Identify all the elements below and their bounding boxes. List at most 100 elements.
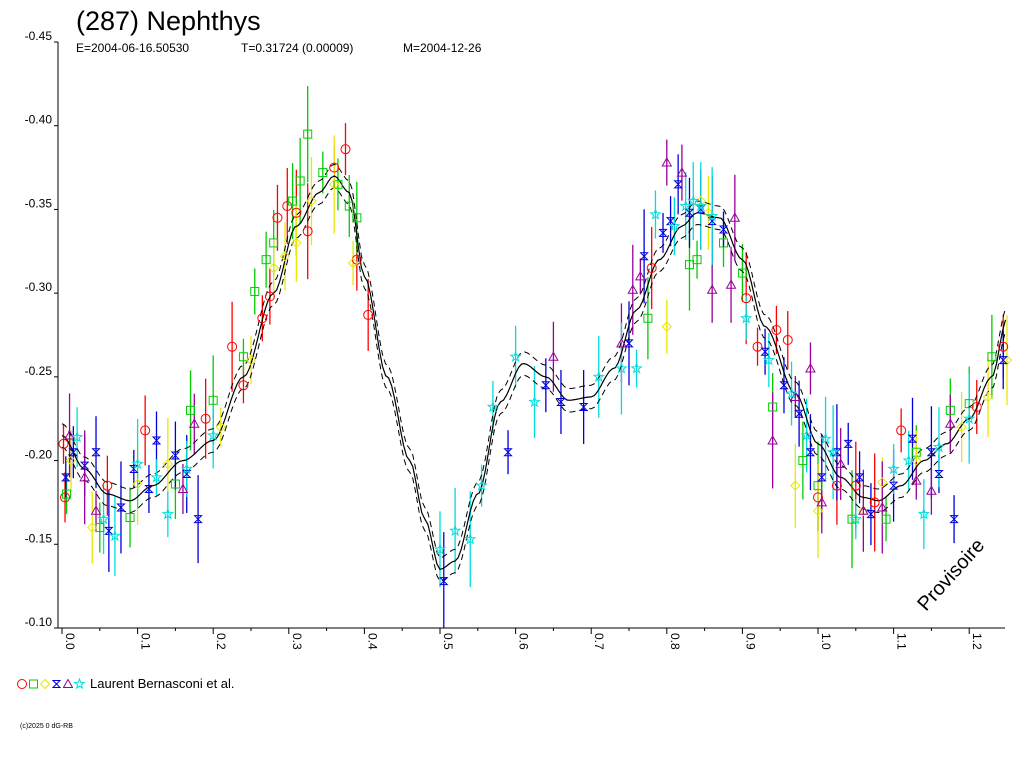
- data-point-circle: [291, 207, 302, 218]
- data-point-star: [819, 432, 832, 445]
- data-point-hourglass: [170, 451, 181, 460]
- data-point-hourglass: [817, 473, 827, 482]
- data-point-square: [269, 238, 279, 248]
- data-point-hourglass: [684, 208, 695, 217]
- data-point-triangle: [177, 483, 189, 494]
- data-point-star: [902, 454, 915, 466]
- data-point-triangle: [79, 471, 91, 482]
- data-point-triangle: [876, 501, 888, 512]
- data-point-star: [615, 362, 628, 374]
- legend-marker-hourglass: [51, 680, 62, 688]
- data-point-triangle: [910, 475, 922, 485]
- data-point-square: [768, 402, 778, 412]
- data-point-diamond: [790, 480, 801, 491]
- data-point-star: [694, 199, 708, 212]
- data-point-square: [964, 399, 974, 409]
- data-point-star: [108, 529, 122, 542]
- copyright-note: (c)2025 0 dG-RB: [20, 723, 73, 730]
- x-tick-label: 0.8: [668, 633, 682, 650]
- data-point-star: [687, 194, 700, 207]
- data-point-hourglass: [665, 217, 676, 226]
- data-point-triangle: [816, 496, 828, 507]
- x-tick-label: 0.2: [214, 633, 228, 650]
- data-point-hourglass: [639, 252, 649, 261]
- x-tick-label: 0.0: [63, 633, 77, 650]
- data-point-star: [649, 208, 662, 220]
- data-point-hourglass: [151, 436, 162, 445]
- data-point-star: [592, 370, 605, 383]
- x-tick-label: 0.7: [592, 633, 606, 650]
- data-point-circle: [264, 291, 275, 302]
- data-point-star: [150, 470, 163, 483]
- chart-title: (287) Nephthys: [76, 6, 261, 36]
- data-point-star: [475, 479, 488, 491]
- data-point-star: [826, 445, 840, 458]
- data-point-hourglass: [832, 448, 842, 457]
- data-point-hourglass: [707, 217, 717, 226]
- data-point-square: [798, 456, 808, 466]
- y-tick-label: -0.15: [25, 531, 53, 545]
- data-point-triangle: [616, 337, 627, 348]
- data-point-triangle: [706, 284, 718, 294]
- data-point-circle: [363, 309, 374, 320]
- data-point-square: [945, 405, 955, 415]
- data-point-star: [739, 311, 753, 324]
- data-point-star: [71, 430, 84, 443]
- plot-frame: [57, 42, 1005, 629]
- subtitle-mid-date: M=2004-12-26: [403, 41, 482, 55]
- data-point-square: [95, 523, 105, 533]
- data-point-square: [643, 313, 653, 323]
- data-point-circle: [227, 341, 238, 352]
- data-point-hourglass: [854, 473, 865, 482]
- y-tick-label: -0.30: [25, 280, 53, 294]
- data-point-star: [706, 209, 719, 222]
- data-point-square: [692, 255, 702, 265]
- data-point-circle: [60, 492, 71, 503]
- data-point-square: [288, 196, 298, 206]
- data-point-diamond: [877, 477, 888, 488]
- data-point-star: [679, 199, 692, 212]
- data-point-triangle: [767, 434, 778, 445]
- data-point-triangle: [661, 157, 673, 167]
- error-bars: [62, 86, 1008, 628]
- data-point-circle: [102, 480, 113, 491]
- data-point-star: [433, 542, 447, 555]
- data-point-square: [295, 176, 305, 186]
- data-point-star: [161, 507, 174, 520]
- data-point-star: [668, 219, 681, 232]
- data-point-hourglass: [144, 485, 154, 494]
- y-tick-label: -0.40: [25, 113, 53, 127]
- data-point-hourglass: [888, 481, 899, 490]
- data-points: [58, 129, 1013, 586]
- y-tick-label: -0.25: [25, 364, 53, 378]
- data-point-hourglass: [843, 439, 853, 448]
- data-point-circle: [58, 438, 69, 449]
- data-point-circle: [813, 492, 823, 503]
- x-tick-label: 0.4: [365, 633, 379, 650]
- subtitle-period: T=0.31724 (0.00009): [241, 41, 353, 55]
- data-point-diamond: [279, 251, 291, 262]
- data-point-circle: [200, 413, 211, 424]
- legend-markers: [17, 677, 86, 690]
- data-point-square: [719, 238, 728, 248]
- data-point-square: [352, 213, 362, 223]
- data-point-triangle: [944, 418, 956, 428]
- data-point-diamond: [328, 179, 340, 190]
- data-point-circle: [272, 212, 283, 223]
- data-point-hourglass: [116, 503, 126, 512]
- data-point-hourglass: [503, 448, 513, 457]
- data-point-hourglass: [673, 180, 683, 189]
- data-point-star: [528, 395, 541, 408]
- data-point-hourglass: [61, 473, 71, 482]
- data-point-hourglass: [794, 409, 804, 418]
- x-tick-label: 0.3: [290, 633, 304, 650]
- data-point-hourglass: [79, 461, 90, 470]
- data-point-triangle: [805, 362, 816, 373]
- data-point-diamond: [162, 458, 174, 470]
- data-point-star: [131, 457, 144, 470]
- data-point-circle: [257, 313, 268, 324]
- data-point-triangle: [64, 429, 75, 440]
- data-point-circle: [282, 201, 293, 212]
- data-point-hourglass: [578, 402, 589, 411]
